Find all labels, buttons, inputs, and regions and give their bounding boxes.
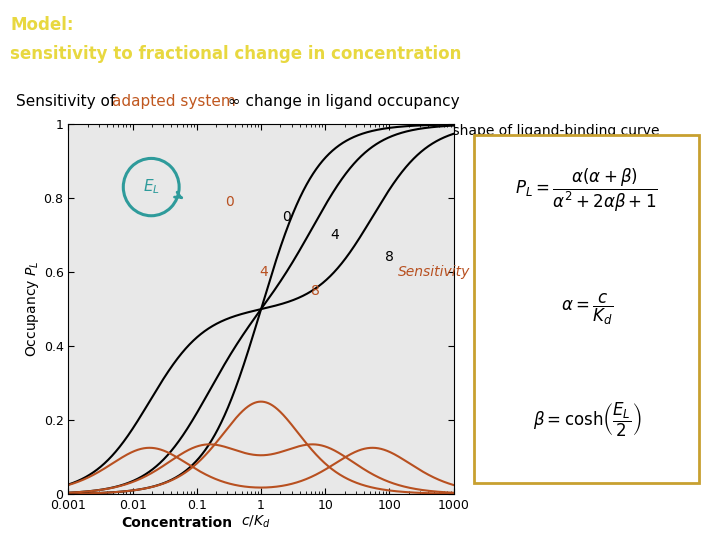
Text: sensitivity to fractional change in concentration: sensitivity to fractional change in conc… bbox=[10, 45, 462, 63]
Text: 4: 4 bbox=[259, 265, 268, 279]
Text: adapted system: adapted system bbox=[112, 94, 235, 109]
Text: 0: 0 bbox=[225, 195, 233, 209]
Text: $\beta = \cosh\!\left(\dfrac{E_L}{2}\right)$: $\beta = \cosh\!\left(\dfrac{E_L}{2}\rig… bbox=[533, 401, 641, 439]
Text: Sensitivity: Sensitivity bbox=[398, 265, 470, 279]
Text: Sensitivity of: Sensitivity of bbox=[16, 94, 120, 109]
Text: 8: 8 bbox=[385, 251, 394, 265]
Text: Model:: Model: bbox=[10, 16, 73, 34]
Text: depends on shape of ligand-binding curve: depends on shape of ligand-binding curve bbox=[367, 124, 660, 138]
Text: 4: 4 bbox=[330, 228, 339, 242]
Text: $\alpha = \dfrac{c}{K_d}$: $\alpha = \dfrac{c}{K_d}$ bbox=[561, 292, 613, 327]
FancyBboxPatch shape bbox=[474, 136, 699, 483]
Text: 0: 0 bbox=[282, 210, 291, 224]
Text: Concentration: Concentration bbox=[121, 516, 232, 530]
Y-axis label: Occupancy $P_L$: Occupancy $P_L$ bbox=[24, 261, 41, 357]
Text: 8: 8 bbox=[311, 284, 320, 298]
Text: $E_L$: $E_L$ bbox=[143, 178, 160, 197]
Text: $P_L = \dfrac{\alpha(\alpha + \beta)}{\alpha^2 + 2\alpha\beta + 1}$: $P_L = \dfrac{\alpha(\alpha + \beta)}{\a… bbox=[516, 167, 658, 214]
Text: ∞ change in ligand occupancy: ∞ change in ligand occupancy bbox=[223, 94, 460, 109]
Text: $c/K_d$: $c/K_d$ bbox=[240, 514, 271, 530]
